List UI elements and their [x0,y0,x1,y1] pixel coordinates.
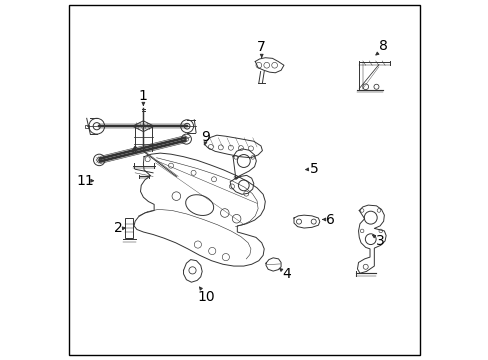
Text: 2: 2 [114,221,122,235]
Bar [125,219,133,238]
Text: 11: 11 [76,174,94,188]
Text: 6: 6 [325,213,334,227]
Text: 9: 9 [201,130,210,144]
Text: 5: 5 [309,162,318,176]
Text: 4: 4 [282,267,290,281]
Text: 10: 10 [197,289,214,303]
Text: 8: 8 [378,39,387,53]
Text: 1: 1 [139,89,147,103]
Text: 3: 3 [376,234,385,248]
Text: 7: 7 [257,40,265,54]
